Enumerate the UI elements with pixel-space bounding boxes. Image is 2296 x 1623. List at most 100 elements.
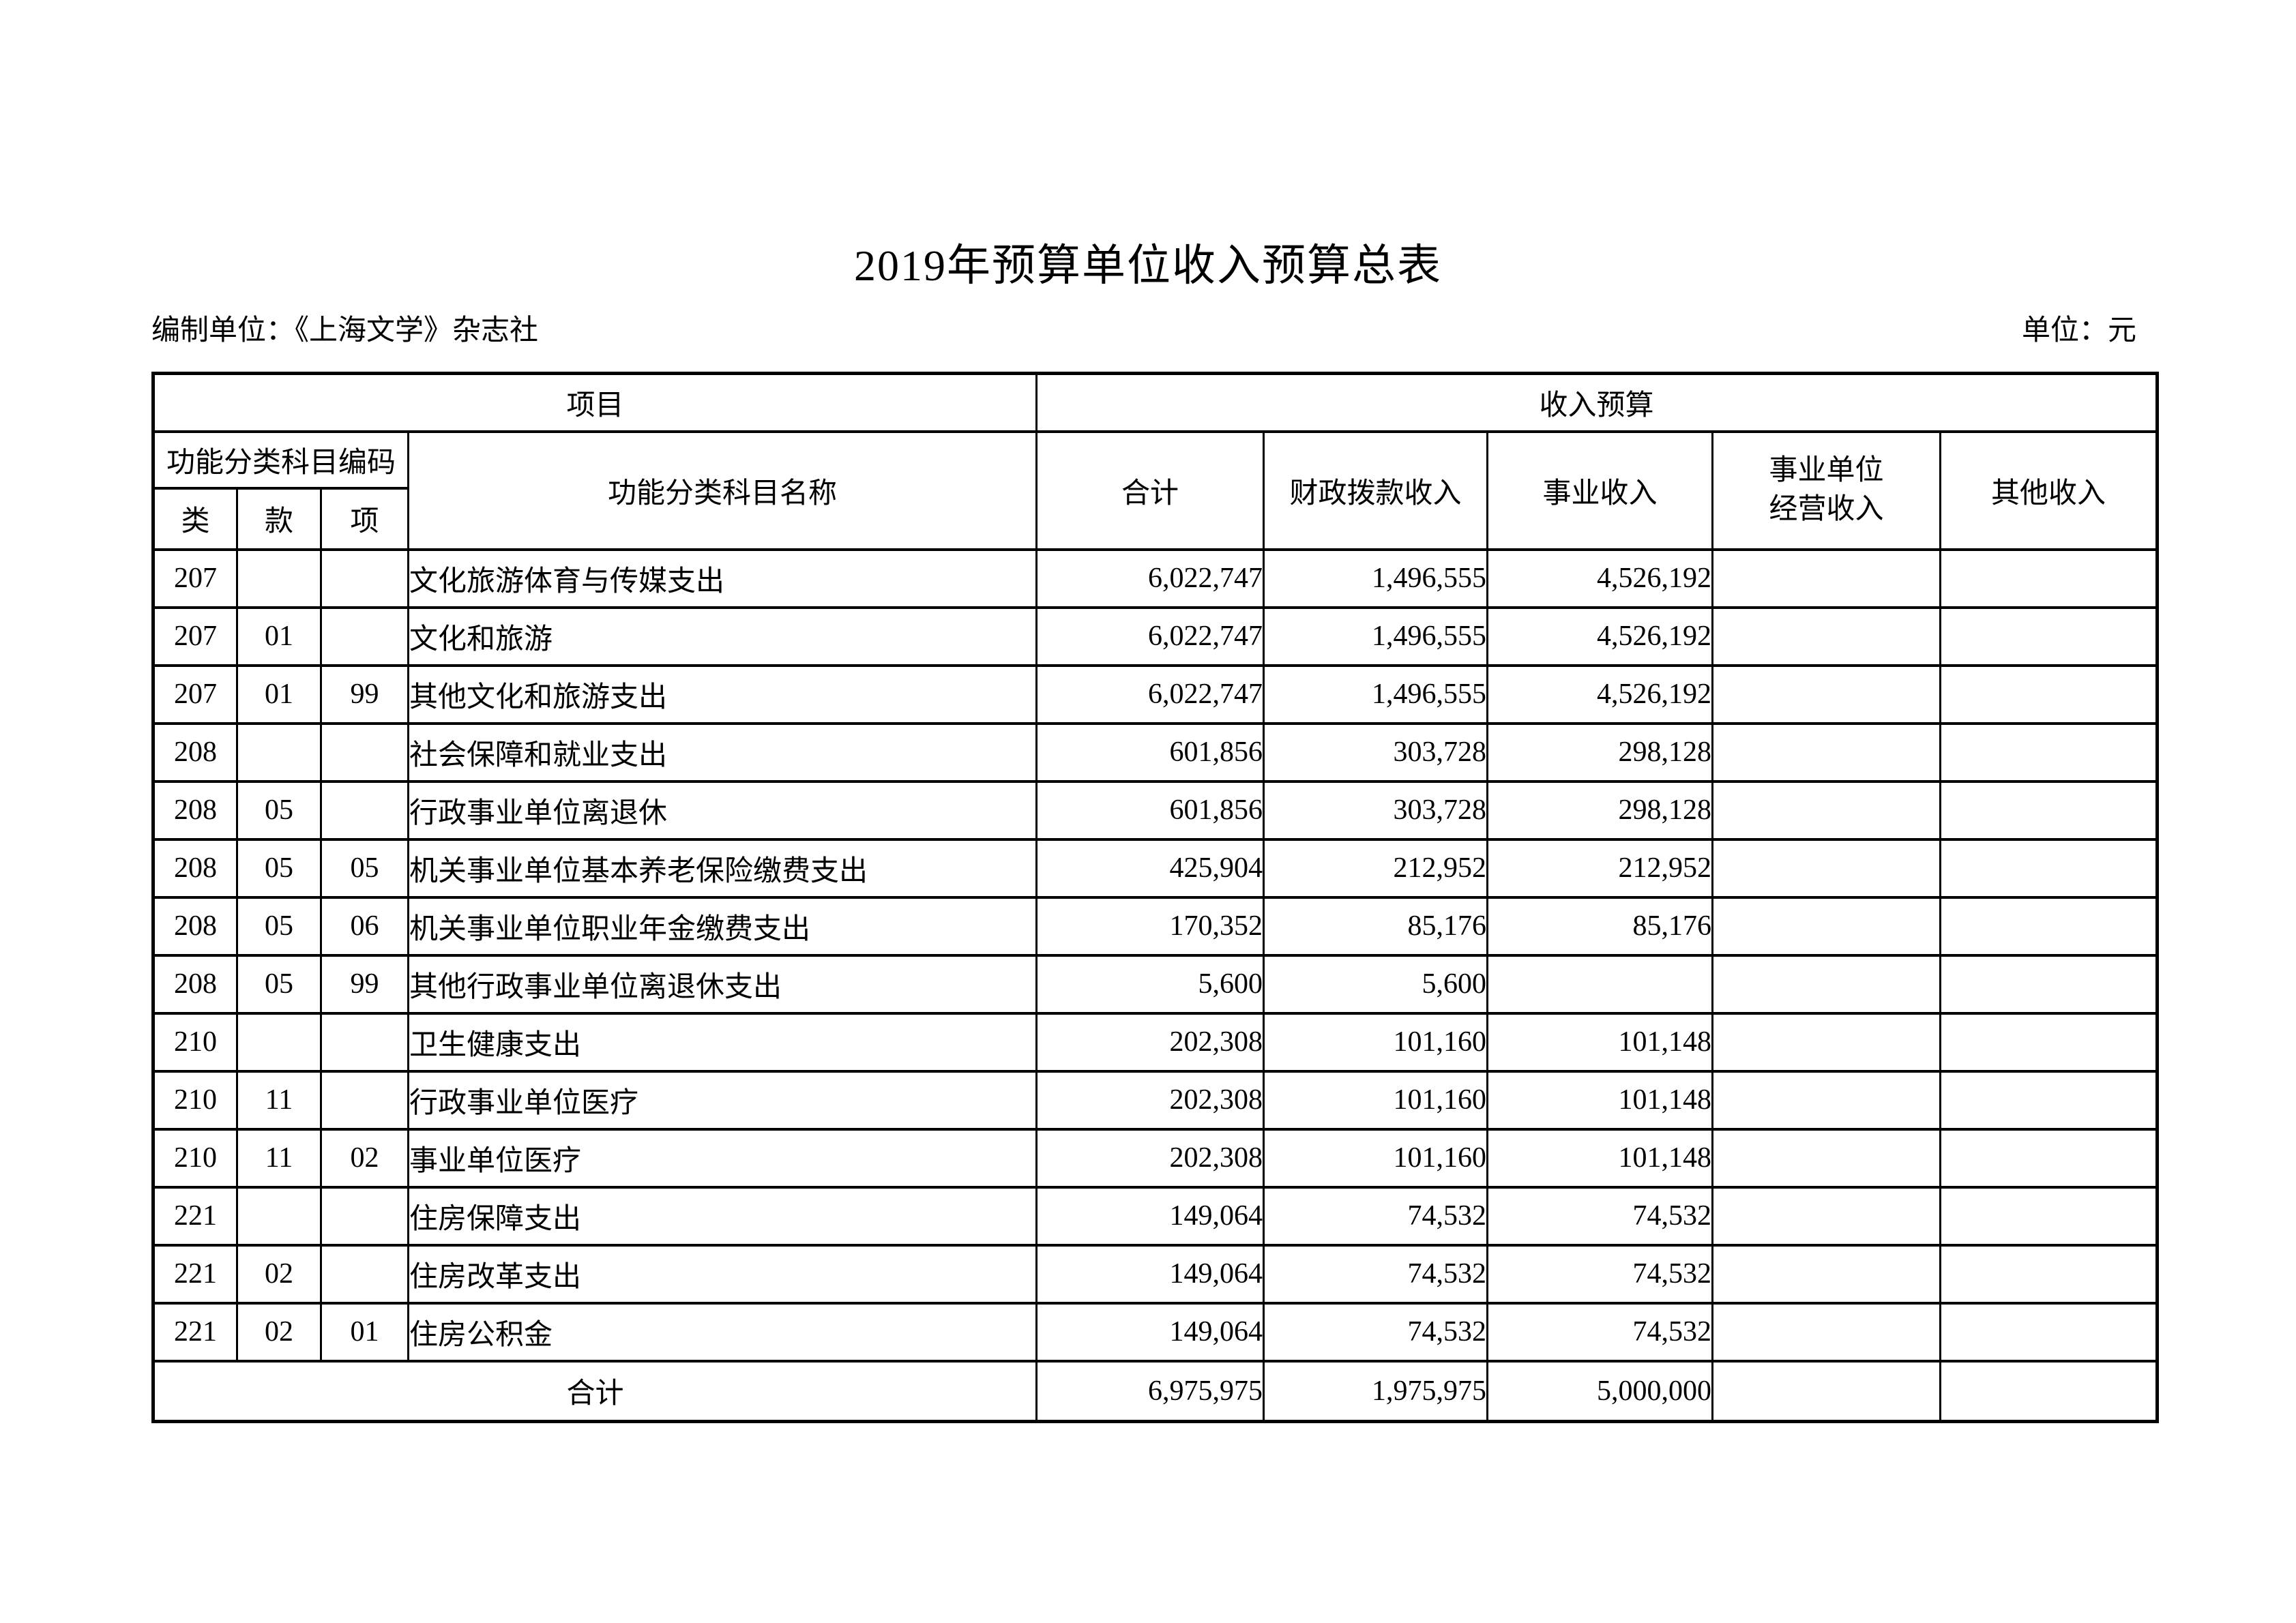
cell-institution-operating-income [1711, 953, 1942, 1015]
cell-code-clause: 11 [236, 1069, 322, 1131]
cell-code-item: 01 [320, 1301, 409, 1363]
table-row: 207 01 文化和旅游 6,022,747 1,496,555 4,526,1… [152, 606, 2159, 667]
cell-subject-name: 其他文化和旅游支出 [407, 664, 1038, 725]
cell-other-income [1939, 664, 2159, 725]
header-row-columns: 功能分类科目编码 功能分类科目名称 合计 财政拨款收入 事业收入 事业单位经营收… [152, 430, 2159, 551]
cell-code-item [320, 721, 409, 783]
footer-other-value [1939, 1359, 2159, 1423]
cell-subject-name: 行政事业单位医疗 [407, 1069, 1038, 1131]
cell-code-class: 221 [152, 1185, 238, 1247]
header-fiscal-allocation-income: 财政拨款收入 [1263, 430, 1489, 551]
cell-total: 5,600 [1035, 953, 1265, 1015]
table-row: 208 社会保障和就业支出 601,856 303,728 298,128 [152, 721, 2159, 783]
cell-subject-name: 社会保障和就业支出 [407, 721, 1038, 783]
header-subject-name: 功能分类科目名称 [407, 430, 1038, 551]
cell-other-income [1939, 548, 2159, 609]
cell-code-item [320, 1011, 409, 1073]
table-row: 221 住房保障支出 149,064 74,532 74,532 [152, 1185, 2159, 1247]
cell-other-income [1939, 779, 2159, 841]
cell-institution-operating-income [1711, 664, 1942, 725]
cell-institution-operating-income [1711, 1127, 1942, 1189]
table-row: 210 11 行政事业单位医疗 202,308 101,160 101,148 [152, 1069, 2159, 1131]
cell-code-item [320, 1243, 409, 1305]
table-row: 207 01 99 其他文化和旅游支出 6,022,747 1,496,555 … [152, 664, 2159, 725]
cell-total: 149,064 [1035, 1185, 1265, 1247]
cell-code-class: 208 [152, 721, 238, 783]
header-other-income: 其他收入 [1939, 430, 2159, 551]
table-row: 221 02 住房改革支出 149,064 74,532 74,532 [152, 1243, 2159, 1305]
table-row: 207 文化旅游体育与传媒支出 6,022,747 1,496,555 4,52… [152, 548, 2159, 609]
cell-code-item [320, 779, 409, 841]
cell-institution-income: 298,128 [1486, 721, 1714, 783]
cell-other-income [1939, 1185, 2159, 1247]
cell-code-class: 207 [152, 664, 238, 725]
cell-subject-name: 事业单位医疗 [407, 1127, 1038, 1189]
cell-code-item: 02 [320, 1127, 409, 1189]
header-row-code-parts: 类 款 项 [152, 486, 2158, 551]
table-footer: 合计 6,975,975 1,975,975 5,000,000 [151, 1359, 2159, 1423]
cell-institution-operating-income [1711, 721, 1942, 783]
cell-code-class: 221 [152, 1301, 238, 1363]
cell-code-clause: 05 [236, 895, 322, 957]
cell-code-class: 210 [152, 1011, 238, 1073]
cell-fiscal-allocation-income: 101,160 [1263, 1011, 1489, 1073]
cell-subject-name: 行政事业单位离退休 [407, 779, 1038, 841]
cell-institution-income: 4,526,192 [1486, 606, 1714, 667]
cell-code-class: 208 [152, 837, 238, 899]
meta-row: 编制单位：《上海文学》杂志社 单位：元 [151, 312, 2155, 350]
cell-code-item [320, 1069, 409, 1131]
cell-other-income [1939, 837, 2159, 899]
cell-code-clause: 05 [236, 837, 322, 899]
header-code-clause: 款 [236, 486, 322, 551]
cell-code-clause [236, 1011, 322, 1073]
cell-institution-income: 298,128 [1486, 779, 1714, 841]
cell-institution-income [1486, 953, 1714, 1015]
cell-fiscal-allocation-income: 74,532 [1263, 1301, 1489, 1363]
cell-code-clause [236, 548, 322, 609]
cell-institution-income: 74,532 [1486, 1243, 1714, 1305]
prepared-by-label: 编制单位：《上海文学》杂志社 [151, 315, 539, 346]
cell-total: 6,022,747 [1035, 606, 1265, 667]
cell-subject-name: 其他行政事业单位离退休支出 [407, 953, 1038, 1015]
cell-institution-income: 101,148 [1486, 1069, 1714, 1131]
cell-subject-name: 住房公积金 [407, 1301, 1038, 1363]
cell-code-clause [236, 1185, 322, 1247]
header-total: 合计 [1035, 430, 1265, 551]
cell-code-class: 207 [152, 548, 238, 609]
cell-code-class: 210 [152, 1127, 238, 1189]
cell-total: 202,308 [1035, 1127, 1265, 1189]
cell-fiscal-allocation-income: 74,532 [1263, 1243, 1489, 1305]
cell-total: 149,064 [1035, 1301, 1265, 1363]
cell-other-income [1939, 1301, 2159, 1363]
header-income-budget: 收入预算 [1035, 372, 2159, 433]
cell-other-income [1939, 1243, 2159, 1305]
cell-subject-name: 卫生健康支出 [407, 1011, 1038, 1073]
cell-code-item: 05 [320, 837, 409, 899]
table-body: 207 文化旅游体育与传媒支出 6,022,747 1,496,555 4,52… [152, 548, 2159, 1363]
cell-institution-income: 85,176 [1486, 895, 1714, 957]
cell-fiscal-allocation-income: 85,176 [1263, 895, 1489, 957]
cell-institution-operating-income [1711, 1069, 1942, 1131]
cell-institution-income: 74,532 [1486, 1301, 1714, 1363]
cell-total: 425,904 [1035, 837, 1265, 899]
document-title: 2019年预算单位收入预算总表 [854, 241, 1442, 290]
cell-other-income [1939, 1011, 2159, 1073]
cell-code-class: 208 [152, 895, 238, 957]
cell-total: 6,022,747 [1035, 548, 1265, 609]
cell-code-clause: 05 [236, 779, 322, 841]
cell-fiscal-allocation-income: 74,532 [1263, 1185, 1489, 1247]
footer-row: 合计 6,975,975 1,975,975 5,000,000 [151, 1359, 2159, 1423]
header-code-class: 类 [152, 486, 238, 551]
cell-fiscal-allocation-income: 212,952 [1263, 837, 1489, 899]
cell-subject-name: 住房改革支出 [407, 1243, 1038, 1305]
cell-institution-income: 101,148 [1486, 1011, 1714, 1073]
cell-fiscal-allocation-income: 101,160 [1263, 1127, 1489, 1189]
cell-other-income [1939, 606, 2159, 667]
cell-institution-income: 4,526,192 [1486, 548, 1714, 609]
cell-institution-operating-income [1711, 1011, 1942, 1073]
header-institution-income: 事业收入 [1486, 430, 1714, 551]
cell-fiscal-allocation-income: 5,600 [1263, 953, 1489, 1015]
cell-fiscal-allocation-income: 101,160 [1263, 1069, 1489, 1131]
cell-institution-income: 212,952 [1486, 837, 1714, 899]
